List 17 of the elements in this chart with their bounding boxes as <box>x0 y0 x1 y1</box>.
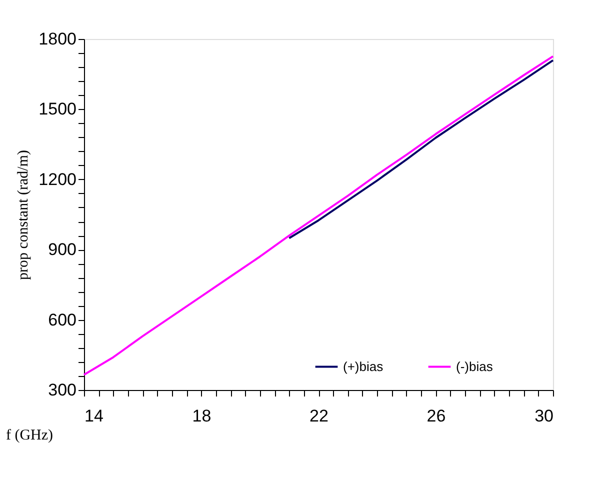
x-tick-label: 22 <box>310 406 328 426</box>
y-tick-label: 1800 <box>38 30 76 48</box>
y-tick-label: 900 <box>48 240 76 260</box>
y-tick-label: 300 <box>48 380 76 400</box>
y-axis-title: prop constant (rad/m) <box>16 150 32 280</box>
x-tick-label: 26 <box>426 406 446 426</box>
legend-label: (-)bias <box>456 358 494 374</box>
y-tick-label: 1200 <box>38 170 76 189</box>
x-tick-label: 30 <box>534 406 554 426</box>
x-tick-label: 14 <box>84 406 104 426</box>
y-tick-label: 600 <box>48 310 76 330</box>
x-tick-label: 18 <box>192 406 212 426</box>
x-axis-title: f (GHz) <box>6 428 54 444</box>
legend-label: (+)bias <box>343 358 384 374</box>
line-series <box>288 59 554 240</box>
line-series <box>83 55 554 376</box>
y-tick-label: 1500 <box>38 100 76 119</box>
